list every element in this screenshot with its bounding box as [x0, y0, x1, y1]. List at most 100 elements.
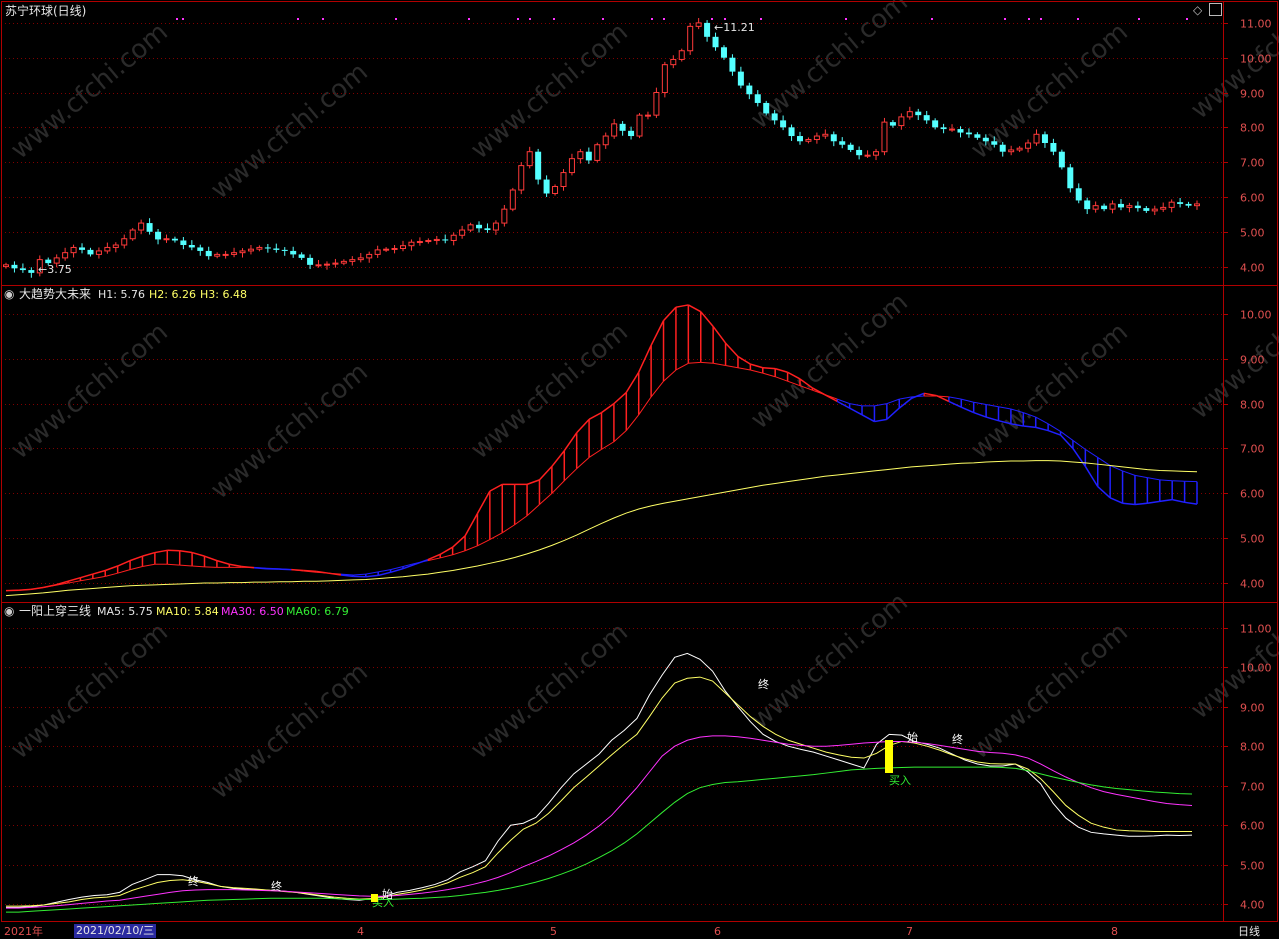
watermark-text: www.cfchi.com — [965, 317, 1134, 465]
h2-segment — [737, 367, 751, 371]
candle-body — [805, 139, 812, 142]
h2-segment — [278, 568, 292, 571]
candle-body — [653, 92, 660, 116]
candle-up — [552, 184, 559, 196]
candle-body — [366, 253, 373, 259]
h2-segment — [650, 380, 664, 398]
candle-up — [636, 113, 643, 139]
h2-segment — [837, 398, 850, 405]
h2-segment — [713, 362, 726, 366]
candle-down — [771, 109, 778, 125]
candle-body — [28, 270, 35, 273]
h2-segment — [824, 394, 838, 400]
candle-down — [535, 148, 542, 185]
candle-body — [552, 186, 559, 194]
h1-segment — [923, 392, 937, 397]
candle-up — [670, 55, 677, 69]
h2-segment — [105, 572, 118, 577]
event-marker — [176, 18, 178, 20]
panel-collapse-icon[interactable]: ◉ — [4, 287, 15, 301]
candle-body — [644, 114, 651, 117]
y-axis-label: 7.00 — [1240, 781, 1265, 794]
candle-down — [188, 240, 195, 251]
candle-body — [1168, 201, 1175, 208]
candle-body — [526, 151, 533, 167]
candle-body — [163, 238, 170, 241]
candle-body — [813, 135, 820, 141]
candle-up — [467, 222, 474, 233]
candle-up — [163, 234, 170, 243]
h1-segment — [204, 555, 218, 562]
candle-down — [19, 263, 26, 273]
h1-segment — [117, 559, 131, 567]
candle-body — [687, 25, 694, 52]
event-marker — [651, 18, 653, 20]
candle-up — [864, 150, 871, 158]
h2-segment — [563, 468, 578, 482]
candle-down — [754, 90, 761, 107]
h2-segment — [291, 569, 304, 572]
watermark-text: www.cfchi.com — [5, 317, 174, 465]
h1-segment — [340, 574, 354, 578]
h1-segment — [390, 567, 404, 574]
h2-segment — [638, 396, 652, 416]
panel-collapse-icon[interactable]: ◉ — [4, 604, 15, 618]
h1-segment — [1172, 498, 1185, 504]
candle-up — [1168, 199, 1175, 213]
candle-down — [974, 132, 981, 140]
candle-body — [1177, 202, 1184, 204]
x-axis-cursor-date[interactable]: 2021/02/10/三 — [74, 924, 157, 938]
candlestick-series[interactable] — [3, 18, 1200, 278]
candle-down — [856, 146, 863, 160]
candle-up — [383, 247, 390, 252]
candle-body — [459, 229, 466, 236]
signal-end-label: 终 — [271, 880, 282, 893]
low-price-label: ←3.75 — [38, 263, 72, 276]
x-axis-year: 2021年 — [4, 925, 43, 938]
candle-down — [543, 175, 550, 197]
h2-segment — [1023, 412, 1036, 418]
h2-segment — [874, 403, 887, 407]
candle-body — [1117, 203, 1124, 208]
candle-body — [400, 245, 406, 249]
h1-segment — [601, 403, 615, 414]
h2-segment — [167, 563, 180, 566]
h2-segment — [316, 571, 329, 574]
h1-segment — [737, 355, 751, 365]
h2-segment — [725, 365, 739, 369]
h2-segment — [1010, 408, 1024, 414]
candle-body — [1025, 142, 1032, 149]
candle-body — [898, 116, 905, 127]
y-axis-label: 11.00 — [1240, 18, 1272, 31]
candle-body — [509, 189, 516, 210]
candle-down — [619, 121, 626, 136]
outer-frame — [1, 1, 1278, 922]
period-label[interactable]: 日线 — [1238, 925, 1260, 938]
h1-segment — [700, 311, 714, 327]
h1-segment — [563, 432, 578, 452]
event-marker — [711, 18, 713, 20]
y-axis-label: 9.00 — [1240, 354, 1265, 367]
candle-body — [188, 245, 195, 248]
watermark-text: www.cfchi.com — [5, 617, 174, 765]
candle-body — [45, 259, 52, 264]
candle-up — [1008, 145, 1015, 156]
candle-down — [484, 223, 491, 233]
candle-up — [501, 204, 508, 227]
candle-up — [1109, 200, 1116, 214]
h1-segment — [142, 551, 156, 557]
candle-down — [146, 218, 153, 235]
candle-up — [374, 245, 381, 258]
event-marker — [553, 18, 555, 20]
y-axis-label: 6.00 — [1240, 820, 1265, 833]
h1-segment — [762, 366, 776, 370]
diamond-icon[interactable]: ◇ — [1193, 3, 1203, 17]
candle-body — [239, 250, 246, 254]
maximize-icon[interactable] — [1209, 3, 1222, 16]
candle-down — [197, 244, 204, 256]
h1-segment — [1059, 434, 1074, 449]
candle-body — [982, 137, 989, 142]
candle-up — [332, 258, 339, 268]
